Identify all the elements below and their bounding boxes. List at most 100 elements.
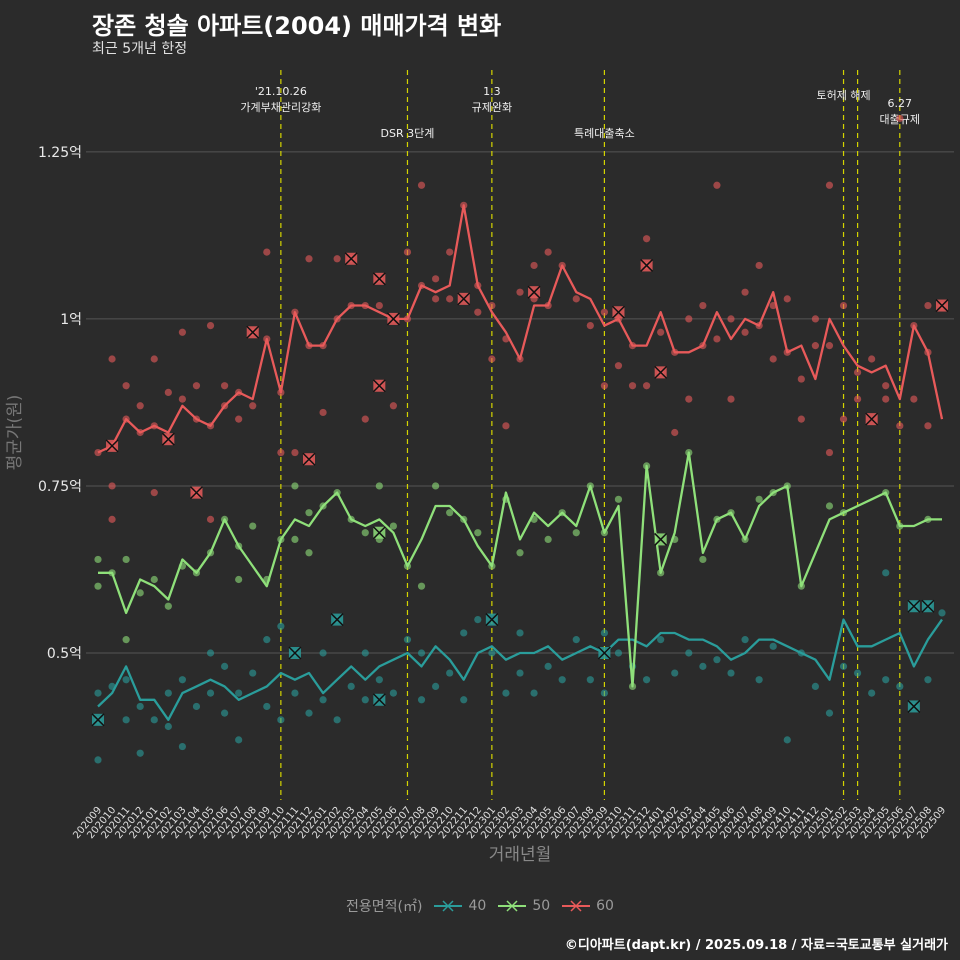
scatter-point-40 — [460, 696, 468, 704]
scatter-point-40 — [854, 669, 862, 677]
scatter-point-40 — [572, 636, 580, 644]
scatter-point-60 — [713, 335, 721, 343]
scatter-point-50 — [122, 636, 130, 644]
x-axis-label: 거래년월 — [489, 845, 552, 865]
scatter-point-40 — [671, 669, 679, 677]
highlight-marker-60 — [457, 292, 471, 306]
scatter-point-60 — [488, 355, 496, 363]
highlight-marker-60 — [654, 365, 668, 379]
scatter-point-60 — [333, 255, 341, 263]
highlight-marker-60 — [372, 272, 386, 286]
scatter-point-50 — [150, 575, 158, 584]
scatter-point-60 — [868, 355, 876, 363]
scatter-point-40 — [924, 676, 932, 684]
scatter-point-40 — [403, 636, 412, 644]
scatter-point-50 — [305, 509, 313, 517]
scatter-point-60 — [657, 328, 665, 336]
scatter-point-60 — [263, 248, 271, 256]
y-tick-label: 1억 — [60, 312, 82, 328]
event-label: 6.27 — [888, 97, 913, 110]
scatter-point-40 — [389, 689, 397, 697]
scatter-point-60 — [727, 395, 735, 403]
scatter-point-60 — [150, 355, 158, 363]
scatter-point-40 — [361, 649, 369, 657]
source-caption: ©디아파트(dapt.kr) / 2025.09.18 / 자료=국토교통부 실… — [564, 938, 948, 953]
scatter-point-40 — [164, 722, 172, 731]
scatter-point-60 — [755, 261, 763, 270]
legend-label-60: 60 — [596, 898, 614, 914]
legend-swatch-60 — [562, 900, 591, 912]
legend: 전용면적(㎡) 40 50 60 — [0, 896, 960, 916]
highlight-marker-60 — [161, 432, 175, 446]
highlight-marker-60 — [189, 486, 203, 500]
event-label: 토허제 해제 — [816, 88, 870, 102]
scatter-point-60 — [896, 114, 904, 123]
highlight-marker-60 — [386, 312, 400, 326]
highlight-marker-40 — [330, 613, 344, 627]
highlight-marker-60 — [372, 379, 386, 393]
scatter-point-60 — [825, 342, 834, 350]
scatter-point-60 — [910, 395, 918, 403]
scatter-point-60 — [502, 422, 510, 430]
scatter-point-40 — [263, 702, 271, 711]
scatter-point-40 — [417, 696, 426, 704]
scatter-point-40 — [277, 622, 285, 630]
scatter-point-50 — [389, 522, 397, 530]
scatter-point-60 — [741, 328, 749, 336]
scatter-point-50 — [544, 535, 552, 544]
scatter-point-40 — [882, 569, 890, 577]
scatter-point-60 — [699, 301, 707, 310]
legend-title: 전용면적(㎡) — [346, 899, 423, 915]
scatter-point-60 — [924, 422, 932, 430]
scatter-point-40 — [94, 689, 102, 697]
scatter-point-60 — [797, 415, 805, 423]
scatter-point-40 — [136, 702, 144, 711]
scatter-point-40 — [811, 682, 820, 691]
scatter-point-60 — [178, 395, 186, 403]
scatter-point-50 — [699, 555, 707, 564]
scatter-point-40 — [558, 676, 566, 684]
scatter-point-60 — [924, 301, 932, 310]
scatter-point-40 — [586, 676, 594, 684]
scatter-point-40 — [460, 629, 468, 637]
scatter-point-40 — [178, 742, 186, 751]
scatter-point-60 — [769, 355, 777, 363]
scatter-point-40 — [319, 696, 327, 704]
event-label: DSR 3단계 — [381, 127, 435, 140]
scatter-point-40 — [277, 716, 285, 724]
scatter-point-60 — [291, 448, 299, 457]
highlight-marker-60 — [302, 452, 316, 466]
scatter-point-40 — [221, 709, 229, 717]
scatter-point-40 — [136, 749, 144, 757]
scatter-point-40 — [235, 689, 243, 697]
scatter-point-60 — [108, 515, 116, 523]
scatter-point-60 — [882, 395, 890, 403]
highlight-marker-40 — [372, 693, 386, 707]
scatter-point-60 — [614, 362, 623, 370]
price-chart: 0.5억0.75억1억1.25억평균가(원)202009202010202011… — [5, 70, 954, 865]
scatter-point-40 — [685, 649, 693, 657]
highlight-marker-40 — [907, 599, 921, 613]
scatter-point-50 — [136, 589, 144, 597]
scatter-point-40 — [178, 676, 186, 684]
scatter-point-40 — [235, 736, 243, 744]
scatter-point-60 — [530, 261, 538, 270]
series-line-50 — [98, 451, 942, 688]
scatter-point-40 — [657, 636, 665, 644]
legend-item-60: 60 — [562, 898, 614, 914]
scatter-point-60 — [122, 382, 130, 390]
scatter-point-40 — [882, 676, 890, 684]
event-label: 특례대출축소 — [574, 127, 635, 140]
scatter-point-40 — [333, 716, 341, 724]
y-axis-label: 평균가(원) — [5, 395, 25, 471]
scatter-point-60 — [839, 415, 848, 423]
scatter-point-40 — [206, 689, 215, 697]
scatter-point-40 — [516, 669, 524, 677]
highlight-marker-40 — [485, 613, 499, 627]
scatter-point-40 — [825, 709, 834, 717]
scatter-point-50 — [94, 555, 102, 564]
series-line-60 — [97, 204, 944, 454]
scatter-point-40 — [94, 756, 102, 764]
scatter-point-50 — [417, 582, 426, 590]
legend-item-50: 50 — [498, 898, 550, 914]
